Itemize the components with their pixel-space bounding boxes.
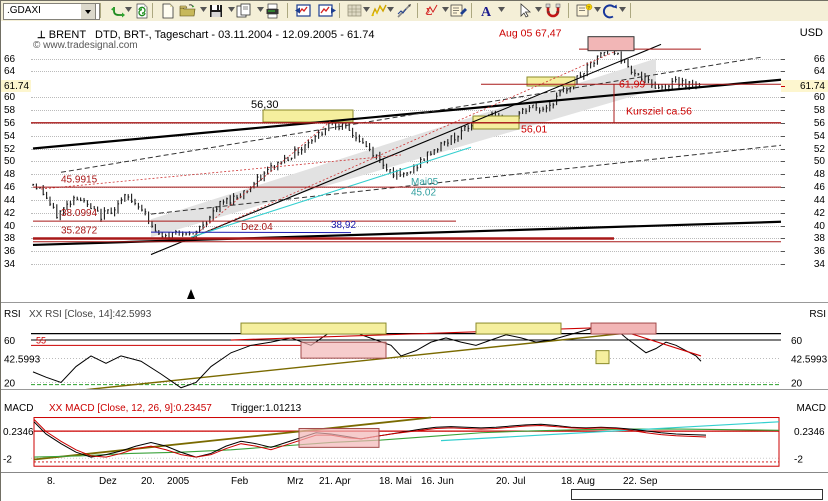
svg-text:20: 20 (4, 378, 16, 389)
svg-text:0.2346: 0.2346 (794, 427, 825, 438)
svg-text:56,30: 56,30 (251, 99, 279, 111)
svg-text:A: A (481, 5, 492, 19)
svg-text:56,01: 56,01 (521, 123, 547, 135)
svg-text:42.5993: 42.5993 (791, 354, 828, 365)
svg-text:0.2346: 0.2346 (3, 427, 34, 438)
svg-text:42.5993: 42.5993 (4, 354, 41, 365)
svg-text:-2: -2 (794, 454, 803, 465)
svg-text:35.2872: 35.2872 (61, 225, 98, 236)
svg-text:45.9915: 45.9915 (61, 175, 98, 186)
svg-text:45.02: 45.02 (411, 187, 436, 198)
svg-text:38,92: 38,92 (331, 220, 356, 231)
svg-text:60: 60 (4, 336, 16, 347)
svg-text:61,99: 61,99 (619, 78, 645, 90)
svg-text:-2: -2 (3, 454, 12, 465)
svg-text:Aug 05 67,47: Aug 05 67,47 (499, 28, 562, 40)
svg-text:55: 55 (36, 335, 46, 345)
svg-text:20: 20 (791, 378, 803, 389)
svg-text:60: 60 (791, 336, 803, 347)
svg-text:Dez.04: Dez.04 (241, 222, 273, 233)
svg-text:Kursziel ca.56: Kursziel ca.56 (626, 105, 692, 117)
svg-text:38.0994: 38.0994 (61, 208, 98, 219)
